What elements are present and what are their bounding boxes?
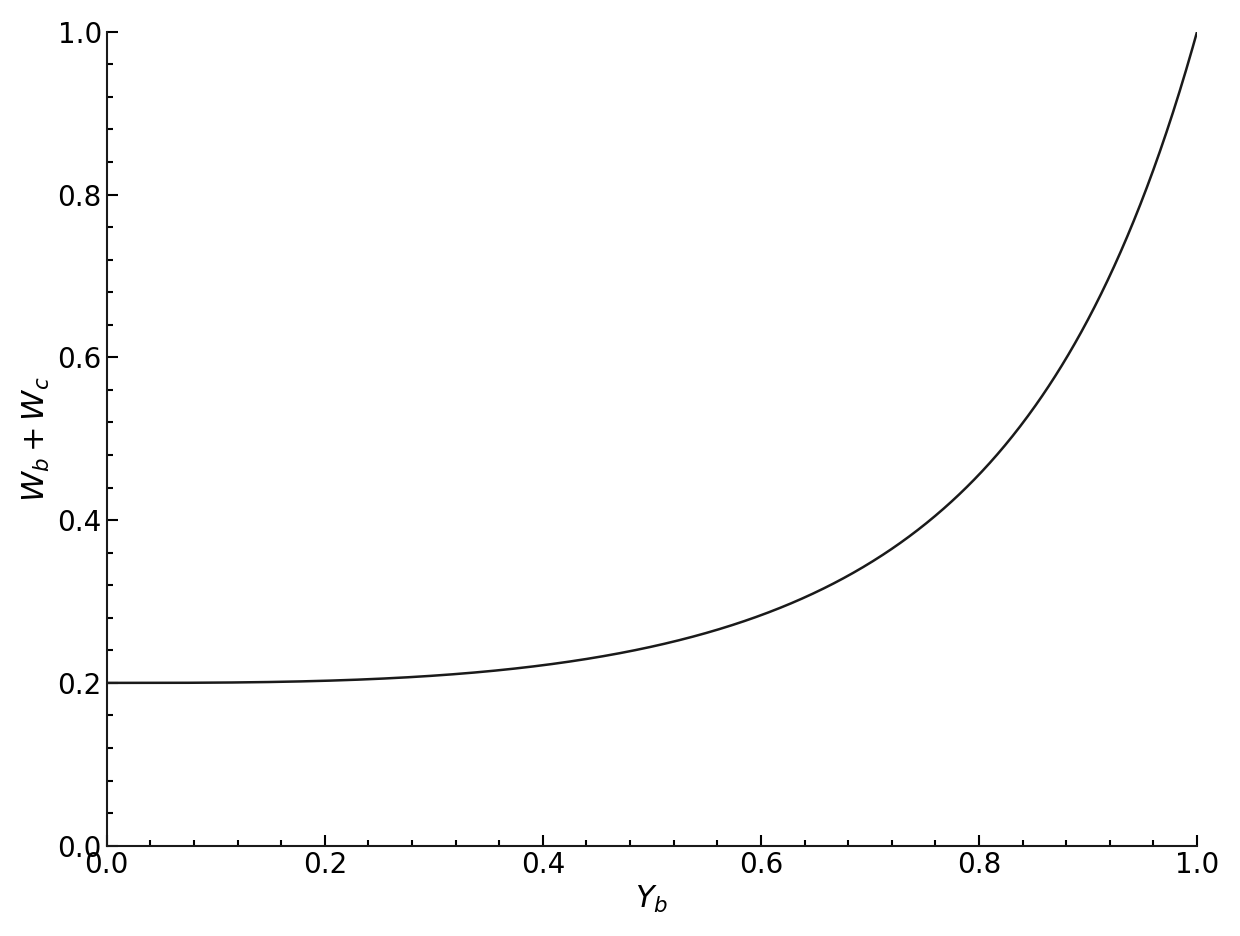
Y-axis label: $W_b+W_c$: $W_b+W_c$ bbox=[21, 376, 52, 502]
X-axis label: $Y_b$: $Y_b$ bbox=[635, 885, 668, 915]
